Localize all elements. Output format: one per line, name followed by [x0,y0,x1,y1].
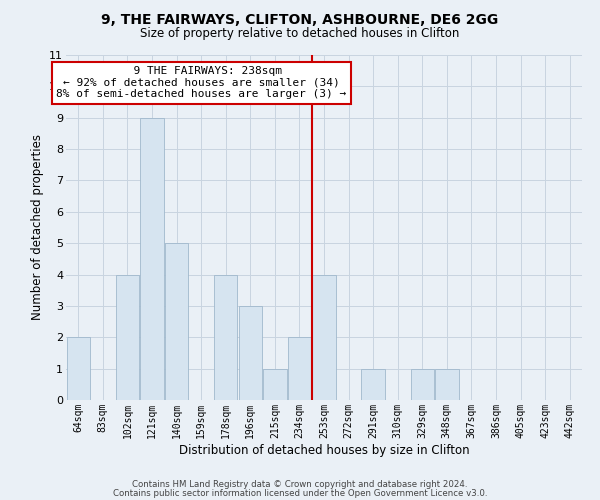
Bar [67,338,90,400]
Bar [435,368,458,400]
Bar [165,243,188,400]
Text: Contains HM Land Registry data © Crown copyright and database right 2024.: Contains HM Land Registry data © Crown c… [132,480,468,489]
Text: 9, THE FAIRWAYS, CLIFTON, ASHBOURNE, DE6 2GG: 9, THE FAIRWAYS, CLIFTON, ASHBOURNE, DE6… [101,12,499,26]
Text: 9 THE FAIRWAYS: 238sqm
← 92% of detached houses are smaller (34)
8% of semi-deta: 9 THE FAIRWAYS: 238sqm ← 92% of detached… [56,66,346,99]
Bar [361,368,385,400]
Bar [214,274,238,400]
Bar [410,368,434,400]
Y-axis label: Number of detached properties: Number of detached properties [31,134,44,320]
Bar [313,274,335,400]
Bar [116,274,139,400]
Bar [263,368,287,400]
Bar [140,118,164,400]
Text: Contains public sector information licensed under the Open Government Licence v3: Contains public sector information licen… [113,489,487,498]
Bar [288,338,311,400]
Bar [239,306,262,400]
Text: Size of property relative to detached houses in Clifton: Size of property relative to detached ho… [140,28,460,40]
X-axis label: Distribution of detached houses by size in Clifton: Distribution of detached houses by size … [179,444,469,456]
